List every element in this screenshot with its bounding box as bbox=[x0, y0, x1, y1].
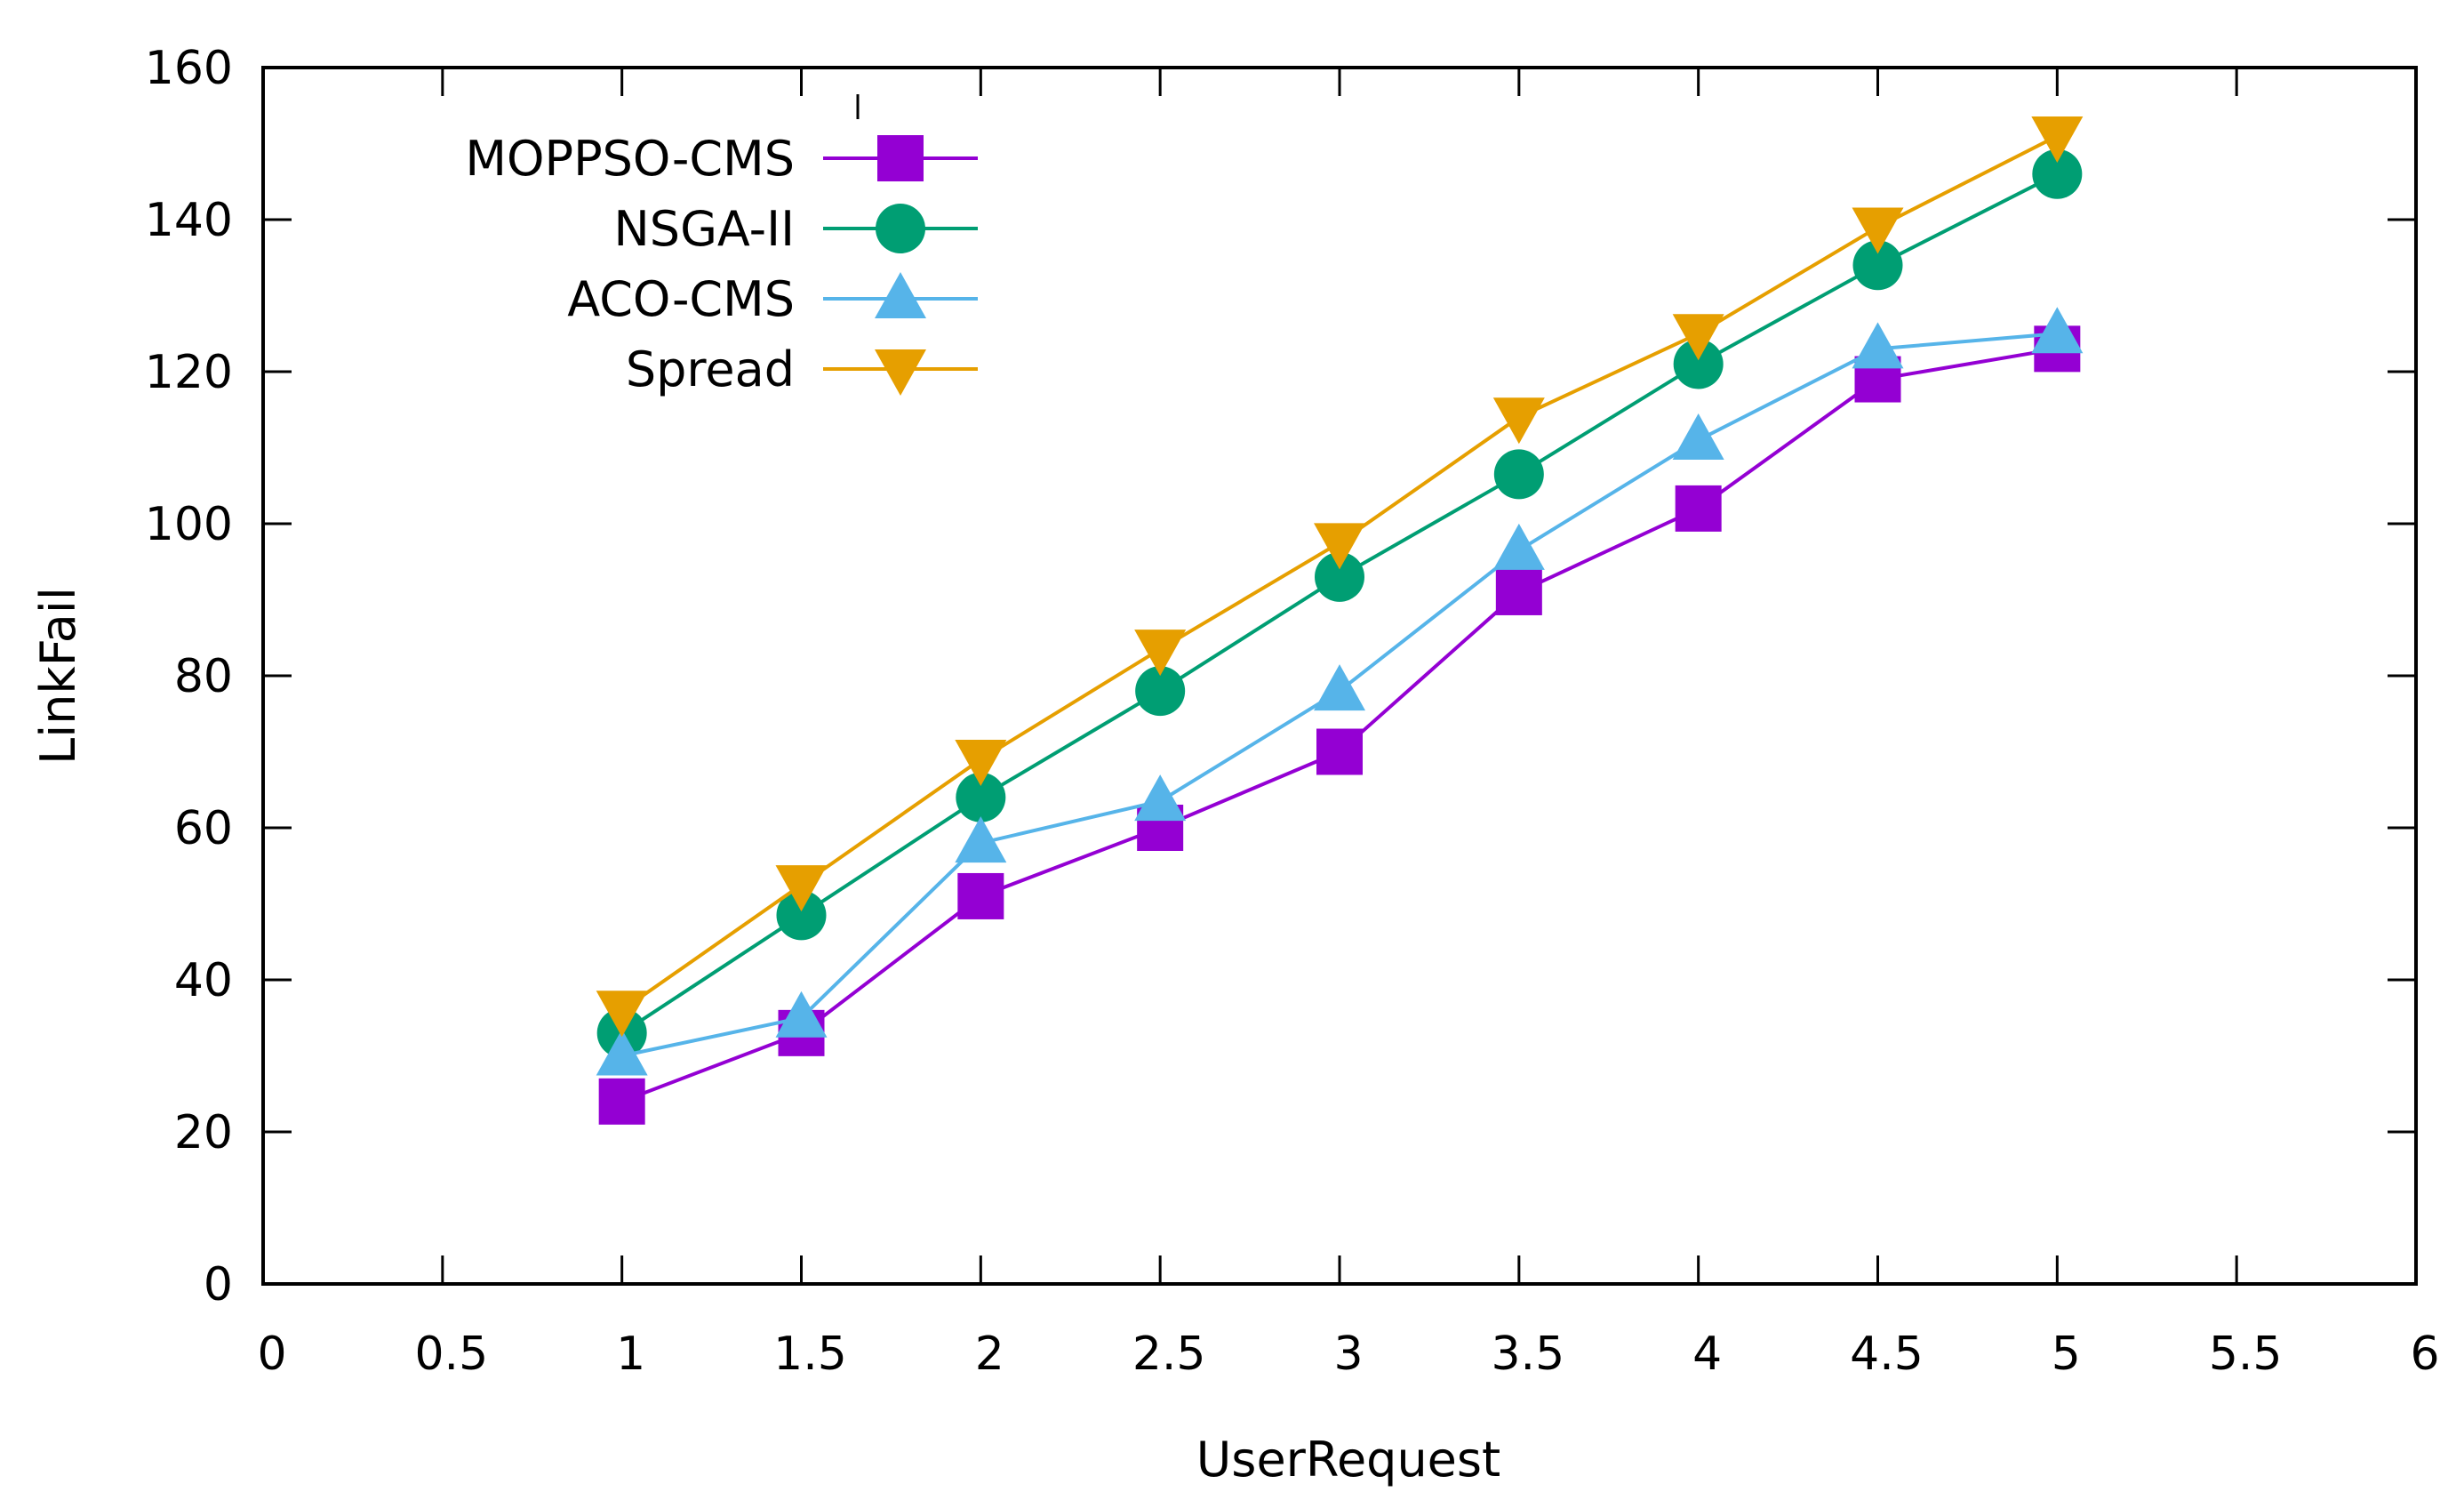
x-tick-label: 2 bbox=[975, 1328, 1004, 1381]
series-moppso-cms bbox=[598, 325, 2081, 1125]
series-nsga-ii bbox=[596, 148, 2083, 1058]
y-tick-label: 160 bbox=[145, 42, 233, 95]
legend-label: NSGA-II bbox=[613, 201, 795, 257]
x-tick-label: 1 bbox=[616, 1328, 645, 1381]
data-point bbox=[1852, 240, 1903, 291]
data-point bbox=[1134, 630, 1187, 677]
legend-marker bbox=[875, 272, 926, 318]
x-tick-label: 3.5 bbox=[1491, 1328, 1564, 1381]
y-tick-label: 60 bbox=[174, 802, 233, 855]
data-point bbox=[1492, 397, 1545, 445]
x-tick-label: 2.5 bbox=[1132, 1328, 1206, 1381]
legend: MOPPSO-CMS NSGA-II ACO-CMS Spread bbox=[465, 94, 978, 397]
data-point bbox=[1672, 413, 1724, 460]
data-point bbox=[1495, 568, 1542, 615]
data-point bbox=[2031, 307, 2084, 354]
series-line bbox=[620, 347, 2058, 1103]
legend-item: ACO-CMS bbox=[567, 271, 978, 327]
data-point bbox=[1315, 551, 1364, 602]
data-point bbox=[598, 1078, 645, 1125]
series-layer bbox=[596, 116, 2084, 1125]
x-tick-label: 1.5 bbox=[773, 1328, 847, 1381]
y-tick-label: 20 bbox=[174, 1106, 233, 1159]
x-tick-label: 5.5 bbox=[2209, 1328, 2283, 1381]
data-point bbox=[1852, 207, 1904, 254]
y-tick-label: 120 bbox=[145, 346, 233, 399]
series-line bbox=[620, 172, 2059, 1035]
y-tick-label: 40 bbox=[174, 954, 233, 1007]
data-point bbox=[1673, 339, 1724, 389]
data-point bbox=[1492, 523, 1545, 570]
data-point bbox=[1134, 774, 1187, 822]
data-point bbox=[1314, 664, 1365, 711]
data-point bbox=[775, 991, 828, 1038]
legend-item: NSGA-II bbox=[613, 201, 978, 257]
data-point bbox=[1675, 485, 1722, 532]
data-point bbox=[1672, 314, 1724, 361]
y-tick-label: 140 bbox=[145, 194, 233, 247]
legend-marker bbox=[877, 135, 924, 181]
x-tick-label: 3 bbox=[1333, 1328, 1363, 1381]
data-point bbox=[596, 1029, 648, 1076]
x-tick-label: 5 bbox=[2052, 1328, 2081, 1381]
plot-frame bbox=[261, 66, 2418, 1286]
data-point bbox=[1852, 322, 1904, 369]
data-point bbox=[955, 816, 1007, 863]
legend-marker bbox=[875, 349, 926, 396]
data-point bbox=[956, 772, 1006, 822]
legend-marker bbox=[876, 204, 925, 253]
legend-label: ACO-CMS bbox=[567, 271, 795, 327]
data-point bbox=[2031, 116, 2084, 163]
x-tick-label: 4 bbox=[1692, 1328, 1722, 1381]
data-point bbox=[775, 865, 828, 912]
data-point bbox=[776, 890, 827, 941]
y-axis-label: LinkFail bbox=[30, 587, 86, 765]
data-point bbox=[1316, 728, 1363, 775]
data-point bbox=[957, 872, 1004, 919]
data-point bbox=[955, 740, 1007, 787]
data-point bbox=[596, 991, 648, 1038]
axis-ticks: 0 0.5 1 1.5 2 2.5 3 3.5 4 4.5 5 5.5 6020406080100120… bbox=[145, 42, 2440, 1381]
x-tick-label: 6 bbox=[2410, 1328, 2439, 1381]
data-point bbox=[2032, 148, 2083, 199]
x-axis-label: UserRequest bbox=[1196, 1432, 1500, 1488]
legend-label: MOPPSO-CMS bbox=[465, 131, 795, 187]
x-tick-label: 0.5 bbox=[414, 1328, 488, 1381]
data-point bbox=[1314, 523, 1365, 570]
y-tick-label: 100 bbox=[145, 498, 233, 551]
y-tick-label: 0 bbox=[204, 1258, 233, 1311]
legend-label: Spread bbox=[626, 341, 795, 397]
legend-item: Spread bbox=[626, 341, 978, 397]
y-tick-label: 80 bbox=[174, 650, 233, 703]
legend-item: MOPPSO-CMS bbox=[465, 131, 978, 187]
series-aco-cms bbox=[596, 307, 2084, 1076]
x-tick-label: 4.5 bbox=[1850, 1328, 1924, 1381]
series-spread bbox=[596, 116, 2084, 1038]
data-point bbox=[1135, 666, 1186, 717]
x-tick-label: 0 bbox=[257, 1328, 286, 1381]
data-point bbox=[1493, 449, 1544, 500]
